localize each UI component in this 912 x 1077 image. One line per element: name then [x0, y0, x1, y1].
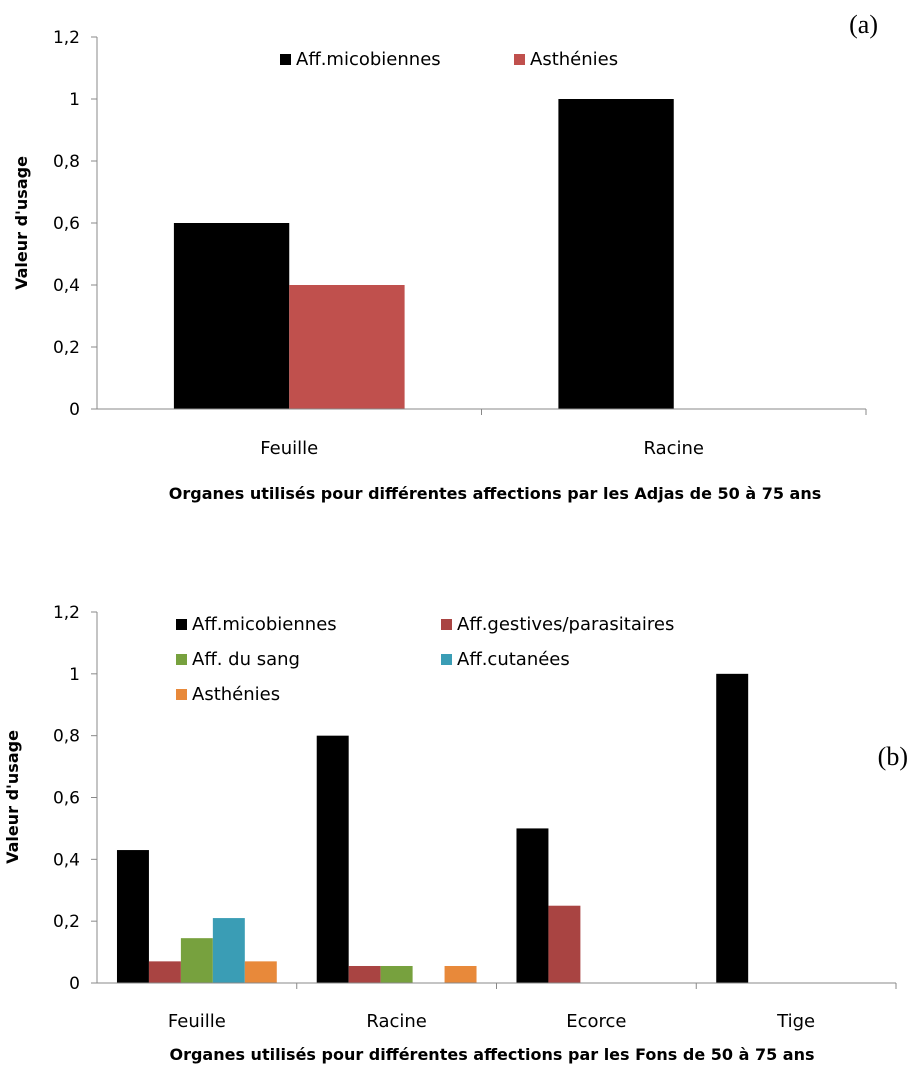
- x-tick-label: Racine: [366, 1011, 427, 1032]
- panel-label-a: (a): [849, 10, 878, 39]
- y-tick-label: 0,6: [53, 789, 80, 809]
- y-tick-label: 1: [69, 90, 80, 110]
- y-tick-label: 1,2: [53, 28, 80, 48]
- bar-feuille-aff-micobiennes: [173, 223, 290, 409]
- y-tick-label: 1,2: [53, 603, 80, 623]
- x-tick-label: Tige: [776, 1011, 815, 1032]
- chart-a: (a) Valeur d'usage Organes utilisés pour…: [12, 10, 878, 503]
- bar-ecorce-aff-gestives-parasitaires: [548, 905, 581, 983]
- legend-swatch: [176, 689, 187, 700]
- bar-tige-aff-micobiennes: [716, 673, 749, 983]
- y-axis-title-b: Valeur d'usage: [3, 730, 22, 864]
- x-ticks-a: Feuille Racine: [260, 438, 704, 459]
- bar-racine-aff-micobiennes: [316, 735, 349, 983]
- y-axis-title-a: Valeur d'usage: [12, 156, 31, 290]
- y-tick-label: 0: [69, 974, 80, 994]
- bar-feuille-asthenies: [289, 285, 405, 409]
- legend-label: Aff.micobiennes: [192, 614, 337, 635]
- legend-label: Aff.cutanées: [457, 649, 570, 670]
- bar-feuille-aff-cutanees: [212, 918, 245, 983]
- x-ticks-b: Feuille Racine Ecorce Tige: [168, 1011, 815, 1032]
- bar-racine-asthenies: [444, 965, 477, 983]
- legend-b: Aff.micobiennes Aff.gestives/parasitaires…: [176, 614, 674, 705]
- bar-feuille-aff-du-sang: [180, 938, 213, 983]
- axes-b: [96, 612, 897, 989]
- y-ticks-b: 0 0,2 0,4 0,6 0,8 1 1,2: [53, 603, 97, 994]
- legend-label: Aff.gestives/parasitaires: [457, 614, 674, 635]
- y-tick-label: 0,2: [53, 338, 80, 358]
- legend-label: Asthénies: [530, 49, 618, 70]
- x-tick-label: Feuille: [168, 1011, 226, 1032]
- chart-b: (b) Valeur d'usage Organes utilisés pour…: [3, 603, 908, 1064]
- legend-label: Asthénies: [192, 684, 280, 705]
- bar-racine-aff-micobiennes: [558, 99, 674, 409]
- x-axis-title-b: Organes utilisés pour différentes affect…: [169, 1045, 814, 1064]
- y-tick-label: 1: [69, 665, 80, 685]
- legend-swatch: [441, 654, 452, 665]
- y-tick-label: 0,8: [53, 152, 80, 172]
- legend-swatch: [176, 619, 187, 630]
- bar-feuille-asthenies: [244, 961, 277, 983]
- x-tick-label: Feuille: [260, 438, 318, 459]
- y-ticks-a: 0 0,2 0,4 0,6 0,8 1 1,2: [53, 28, 97, 420]
- bar-feuille-aff-micobiennes: [116, 850, 149, 983]
- legend-swatch: [280, 54, 291, 65]
- bar-racine-aff-gestives-parasitaires: [348, 965, 381, 983]
- bar-ecorce-aff-micobiennes: [516, 828, 549, 983]
- legend-label: Aff.micobiennes: [296, 49, 441, 70]
- legend-swatch: [441, 619, 452, 630]
- x-tick-label: Racine: [643, 438, 704, 459]
- panel-label-b: (b): [878, 742, 908, 771]
- bar-racine-aff-du-sang: [380, 965, 413, 983]
- y-tick-label: 0,4: [53, 850, 80, 870]
- y-tick-label: 0,4: [53, 276, 80, 296]
- y-tick-label: 0,8: [53, 727, 80, 747]
- y-tick-label: 0,6: [53, 214, 80, 234]
- bars-b: [116, 673, 749, 983]
- bar-feuille-aff-gestives-parasitaires: [148, 961, 181, 983]
- legend-swatch: [176, 654, 187, 665]
- legend-label: Aff. du sang: [192, 649, 300, 670]
- x-tick-label: Ecorce: [566, 1011, 626, 1032]
- legend-a: Aff.micobiennes Asthénies: [280, 49, 618, 70]
- y-tick-label: 0: [69, 400, 80, 420]
- y-tick-label: 0,2: [53, 912, 80, 932]
- axes-a: [96, 37, 867, 415]
- legend-swatch: [514, 54, 525, 65]
- x-axis-title-a: Organes utilisés pour différentes affect…: [169, 484, 822, 503]
- bars-a: [173, 99, 674, 409]
